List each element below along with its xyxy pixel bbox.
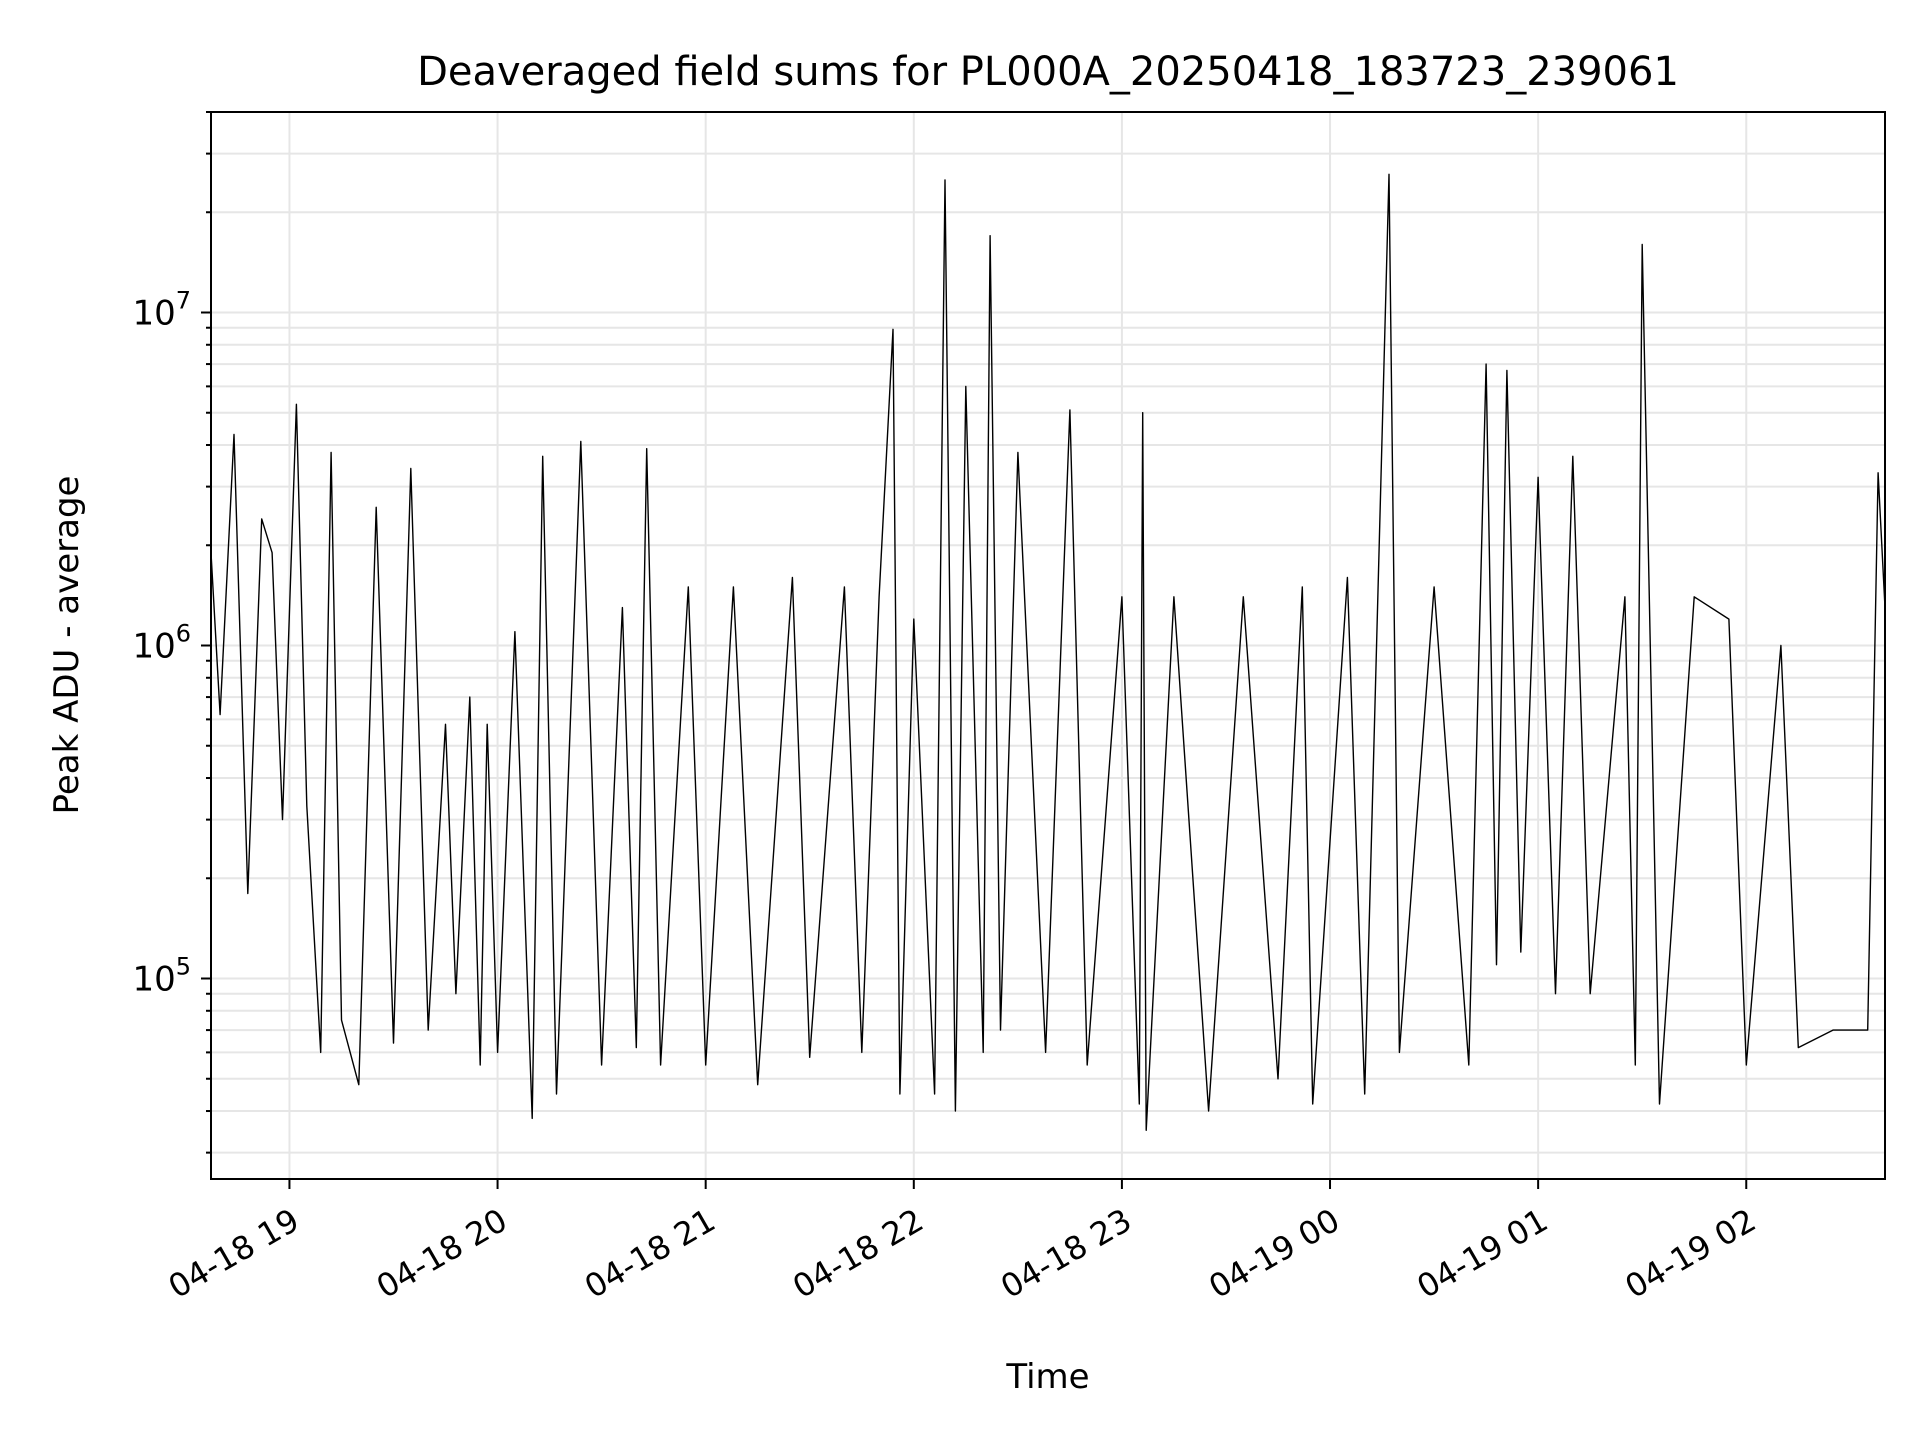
x-axis-label: Time bbox=[1005, 1357, 1089, 1397]
series-layer bbox=[210, 173, 1886, 1132]
y-tick-label: 107 bbox=[132, 286, 191, 333]
y-tick-label: 105 bbox=[132, 953, 191, 1000]
y-axis-label: Peak ADU - average bbox=[47, 476, 87, 815]
y-tick-label: 106 bbox=[132, 620, 191, 667]
series-line-0 bbox=[210, 173, 1886, 1132]
y-axis-ticks: 105 106 107 bbox=[132, 111, 211, 1154]
grid-lines bbox=[211, 111, 1885, 1179]
chart-title: Deaveraged field sums for PL000A_2025041… bbox=[417, 49, 1679, 95]
